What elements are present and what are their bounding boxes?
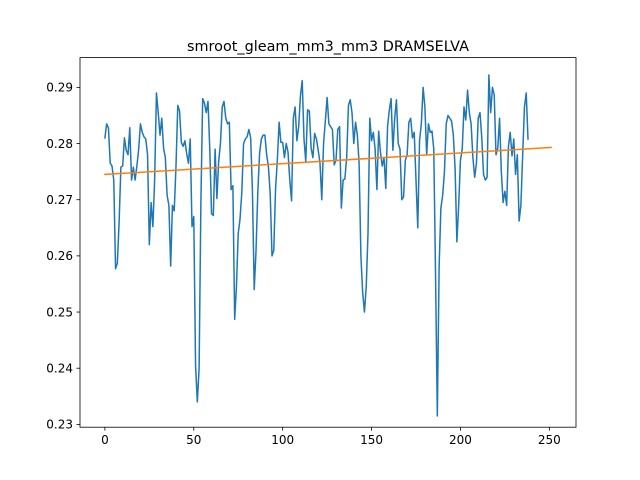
x-tick-label: 250 <box>538 433 561 447</box>
series-line-trend <box>104 146 552 176</box>
y-tick-label: 0.26 <box>46 249 73 263</box>
series-line-data <box>104 74 529 417</box>
x-tick-label: 0 <box>101 433 109 447</box>
y-tick-label: 0.23 <box>46 418 73 432</box>
plot-area: 0 50 100 150 200 250 0.23 0.24 0.25 0.26 0.27 0.28 0… <box>46 74 561 447</box>
x-tick-label: 50 <box>186 433 201 447</box>
y-tick-label: 0.29 <box>46 81 73 95</box>
axes-frame <box>79 57 577 428</box>
y-tick-label: 0.27 <box>46 193 73 207</box>
x-tick-label: 200 <box>449 433 472 447</box>
x-tick-label: 150 <box>360 433 383 447</box>
y-tick-label: 0.28 <box>46 137 73 151</box>
x-tick-label: 100 <box>271 433 294 447</box>
y-tick-label: 0.24 <box>46 362 73 376</box>
chart-title: smroot_gleam_mm3_mm3 DRAMSELVA <box>187 39 469 55</box>
y-tick-label: 0.25 <box>46 305 73 319</box>
